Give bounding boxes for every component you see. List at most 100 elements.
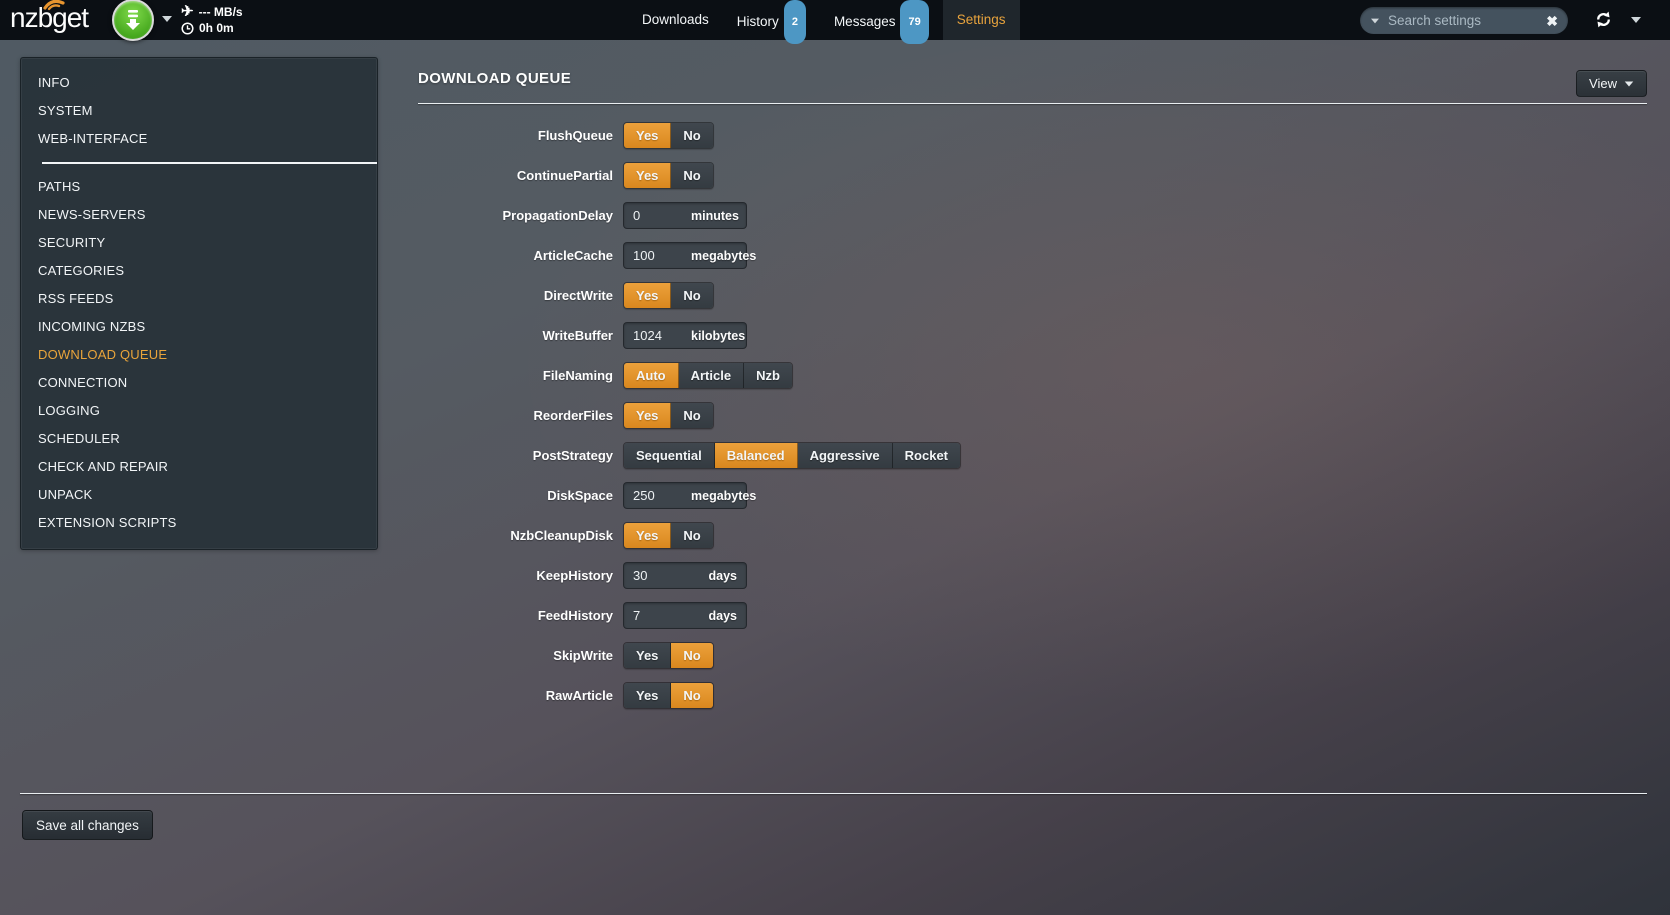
setting-input-group: days xyxy=(623,562,747,589)
nav-tab-downloads[interactable]: Downloads xyxy=(628,0,723,40)
sidebar-item-download-queue[interactable]: DOWNLOAD QUEUE xyxy=(38,347,168,362)
logo-signal-arc-icon xyxy=(43,0,65,11)
sidebar-item-info[interactable]: INFO xyxy=(38,75,70,90)
setting-label: PropagationDelay xyxy=(502,208,613,223)
toggle-group: Yes No xyxy=(623,282,714,309)
setting-unit-label: megabytes xyxy=(691,248,757,263)
setting-row-directwrite: DirectWrite Yes No xyxy=(418,282,1647,309)
history-count-badge: 2 xyxy=(783,0,806,44)
clock-icon xyxy=(181,21,194,35)
nav-tab-label: History xyxy=(736,14,779,29)
toggle-option-no[interactable]: No xyxy=(671,403,713,428)
toggle-option-sequential[interactable]: Sequential xyxy=(624,443,715,468)
search-scope-caret-icon[interactable] xyxy=(1371,18,1379,23)
save-all-changes-button[interactable]: Save all changes xyxy=(22,810,153,840)
setting-row-poststrategy: PostStrategy Sequential Balanced Aggressive… xyxy=(418,442,1647,469)
setting-input-group: days xyxy=(623,602,747,629)
sidebar-item-news-servers[interactable]: NEWS-SERVERS xyxy=(38,207,146,222)
setting-label: ArticleCache xyxy=(533,248,613,263)
toggle-option-article[interactable]: Article xyxy=(678,363,745,388)
toggle-option-rocket[interactable]: Rocket xyxy=(892,443,961,468)
setting-input-group: megabytes xyxy=(623,242,756,269)
nav-tab-history[interactable]: History 2 xyxy=(723,0,820,44)
setting-unit-label: days xyxy=(708,608,738,623)
main-nav: Downloads History 2 Messages 79 Settings xyxy=(628,0,1020,44)
setting-label: DiskSpace xyxy=(547,488,613,503)
toggle-option-auto[interactable]: Auto xyxy=(624,363,679,388)
setting-label: FileNaming xyxy=(542,368,613,383)
setting-row-feedhistory: FeedHistory days xyxy=(418,602,1647,629)
sidebar-item-web-interface[interactable]: WEB-INTERFACE xyxy=(38,131,148,146)
toggle-group: Yes No xyxy=(623,162,714,189)
toggle-option-yes[interactable]: Yes xyxy=(624,683,672,708)
toolbar-menu-caret-icon[interactable] xyxy=(1631,17,1641,23)
nav-tab-settings[interactable]: Settings xyxy=(942,0,1020,40)
sidebar-item-check-and-repair[interactable]: CHECK AND REPAIR xyxy=(38,459,169,474)
sidebar-item-paths[interactable]: PATHS xyxy=(38,179,81,194)
view-button[interactable]: View xyxy=(1576,70,1647,97)
toggle-option-yes[interactable]: Yes xyxy=(624,523,672,548)
speed-limit-plane-icon: ✈ xyxy=(181,3,194,20)
setting-row-articlecache: ArticleCache megabytes xyxy=(418,242,1647,269)
download-arrow-icon xyxy=(126,10,140,30)
toggle-group: Sequential Balanced Aggressive Rocket xyxy=(623,442,962,469)
toggle-option-aggressive[interactable]: Aggressive xyxy=(797,443,893,468)
toggle-option-nzb[interactable]: Nzb xyxy=(744,363,792,388)
sidebar-item-connection[interactable]: CONNECTION xyxy=(38,375,128,390)
toggle-option-yes[interactable]: Yes xyxy=(624,163,672,188)
sidebar-item-categories[interactable]: CATEGORIES xyxy=(38,263,125,278)
toggle-option-no[interactable]: No xyxy=(671,123,713,148)
toggle-option-yes[interactable]: Yes xyxy=(624,123,672,148)
section-header: DOWNLOAD QUEUE View xyxy=(418,57,1647,103)
toggle-option-yes[interactable]: Yes xyxy=(624,643,672,668)
search-clear-icon[interactable]: ✖ xyxy=(1546,12,1558,29)
download-play-button[interactable] xyxy=(112,0,154,41)
setting-label: FlushQueue xyxy=(537,128,613,143)
sidebar-item-incoming-nzbs[interactable]: INCOMING NZBS xyxy=(38,319,146,334)
sidebar-item-unpack[interactable]: UNPACK xyxy=(38,487,93,502)
setting-value-input[interactable] xyxy=(633,248,691,263)
refresh-icon xyxy=(1597,11,1610,28)
toggle-group: Yes No xyxy=(623,402,714,429)
toggle-group: Auto Article Nzb xyxy=(623,362,793,389)
toggle-option-yes[interactable]: Yes xyxy=(624,283,672,308)
sidebar-nav: INFO SYSTEM WEB-INTERFACE PATHS NEWS-SERVERS… xyxy=(21,69,377,537)
nav-tab-label: Downloads xyxy=(642,12,709,27)
refresh-button[interactable] xyxy=(1594,10,1613,29)
toggle-option-yes[interactable]: Yes xyxy=(624,403,672,428)
settings-form: FlushQueue Yes No ContinuePartial Yes No Propa… xyxy=(418,122,1647,709)
sidebar-item-rss-feeds[interactable]: RSS FEEDS xyxy=(38,291,114,306)
sidebar-item-scheduler[interactable]: SCHEDULER xyxy=(38,431,120,446)
setting-row-flushqueue: FlushQueue Yes No xyxy=(418,122,1647,149)
setting-input-group: minutes xyxy=(623,202,747,229)
nav-tab-messages[interactable]: Messages 79 xyxy=(820,0,943,44)
setting-value-input[interactable] xyxy=(633,328,691,343)
download-speed: --- MB/s xyxy=(198,5,243,19)
footer-divider xyxy=(20,793,1647,794)
setting-value-input[interactable] xyxy=(633,488,691,503)
setting-input-group: kilobytes xyxy=(623,322,747,349)
toggle-option-no[interactable]: No xyxy=(671,163,713,188)
setting-row-keephistory: KeepHistory days xyxy=(418,562,1647,589)
setting-value-input[interactable] xyxy=(633,208,691,223)
search-input[interactable] xyxy=(1380,13,1547,28)
nav-tab-label: Settings xyxy=(956,12,1006,27)
toggle-option-no[interactable]: No xyxy=(671,283,713,308)
sidebar-item-security[interactable]: SECURITY xyxy=(38,235,106,250)
search-box: ✖ xyxy=(1360,7,1568,34)
toggle-option-balanced[interactable]: Balanced xyxy=(714,443,798,468)
download-menu-caret-icon[interactable] xyxy=(162,16,172,22)
sidebar-item-extension-scripts[interactable]: EXTENSION SCRIPTS xyxy=(38,515,177,530)
setting-unit-label: megabytes xyxy=(691,488,757,503)
toggle-option-no[interactable]: No xyxy=(671,643,713,668)
sidebar-item-logging[interactable]: LOGGING xyxy=(38,403,101,418)
setting-value-input[interactable] xyxy=(633,608,691,623)
setting-label: DirectWrite xyxy=(543,288,613,303)
status-stats: ✈ --- MB/s 0h 0m xyxy=(181,4,243,36)
toggle-option-no[interactable]: No xyxy=(671,683,713,708)
setting-label: ContinuePartial xyxy=(516,168,613,183)
toggle-option-no[interactable]: No xyxy=(671,523,713,548)
toggle-group: Yes No xyxy=(623,682,714,709)
sidebar-item-system[interactable]: SYSTEM xyxy=(38,103,93,118)
setting-value-input[interactable] xyxy=(633,568,691,583)
